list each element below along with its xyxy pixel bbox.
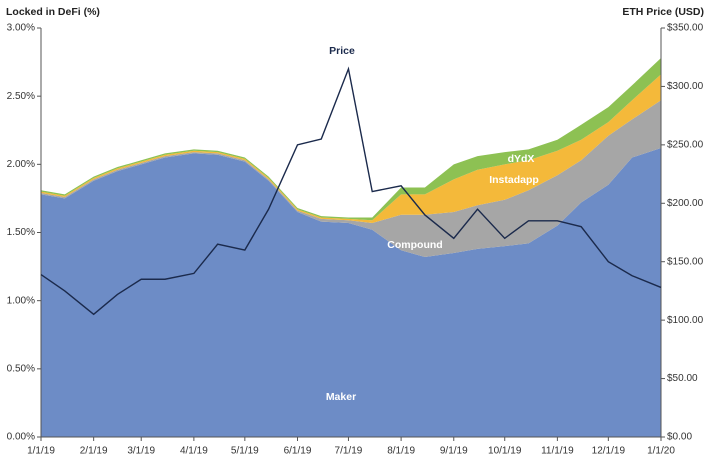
x-tick-label: 6/1/19 (284, 446, 312, 457)
series-label: dYdX (508, 153, 535, 165)
x-tick-label: 3/1/19 (127, 446, 155, 457)
x-tick-label: 8/1/19 (387, 446, 415, 457)
y2-tick-label: $250.00 (667, 139, 704, 150)
y2-tick-label: $200.00 (667, 198, 704, 209)
series-label: Maker (326, 391, 356, 403)
x-tick-label: 4/1/19 (180, 446, 208, 457)
series-label: Price (329, 45, 355, 57)
y2-axis-title: ETH Price (USD) (622, 6, 704, 18)
x-tick-label: 10/1/19 (488, 446, 522, 457)
y-tick-label: 3.00% (7, 23, 35, 34)
y2-tick-label: $350.00 (667, 23, 704, 34)
y-tick-label: 1.00% (7, 295, 35, 306)
price-line (40, 66, 662, 316)
x-tick-label: 12/1/19 (592, 446, 626, 457)
area (41, 100, 661, 258)
x-tick-label: 5/1/19 (231, 446, 259, 457)
x-tick-label: 7/1/19 (335, 446, 363, 457)
y2-tick-label: $0.00 (667, 432, 692, 443)
y-tick-label: 1.50% (7, 227, 35, 238)
y2-tick-label: $300.00 (667, 81, 704, 92)
y2-tick-label: $50.00 (667, 373, 698, 384)
y-tick-label: 0.50% (7, 363, 35, 374)
area (41, 147, 661, 437)
y-tick-label: 2.50% (7, 91, 35, 102)
y-tick-label: 0.00% (7, 432, 35, 443)
x-tick-label: 11/1/19 (541, 446, 574, 457)
y2-tick-label: $100.00 (667, 315, 704, 326)
x-tick-label: 1/1/19 (27, 446, 55, 457)
x-tick-label: 9/1/19 (440, 446, 468, 457)
series-label: Compound (387, 239, 442, 251)
x-tick-label: 2/1/19 (80, 446, 108, 457)
x-tick-label: 1/1/20 (647, 446, 675, 457)
y-axis-title: Locked in DeFi (%) (6, 6, 100, 18)
series-label: Instadapp (489, 174, 539, 186)
area (41, 74, 661, 223)
y2-tick-label: $150.00 (667, 256, 704, 267)
y-tick-label: 2.00% (7, 159, 35, 170)
